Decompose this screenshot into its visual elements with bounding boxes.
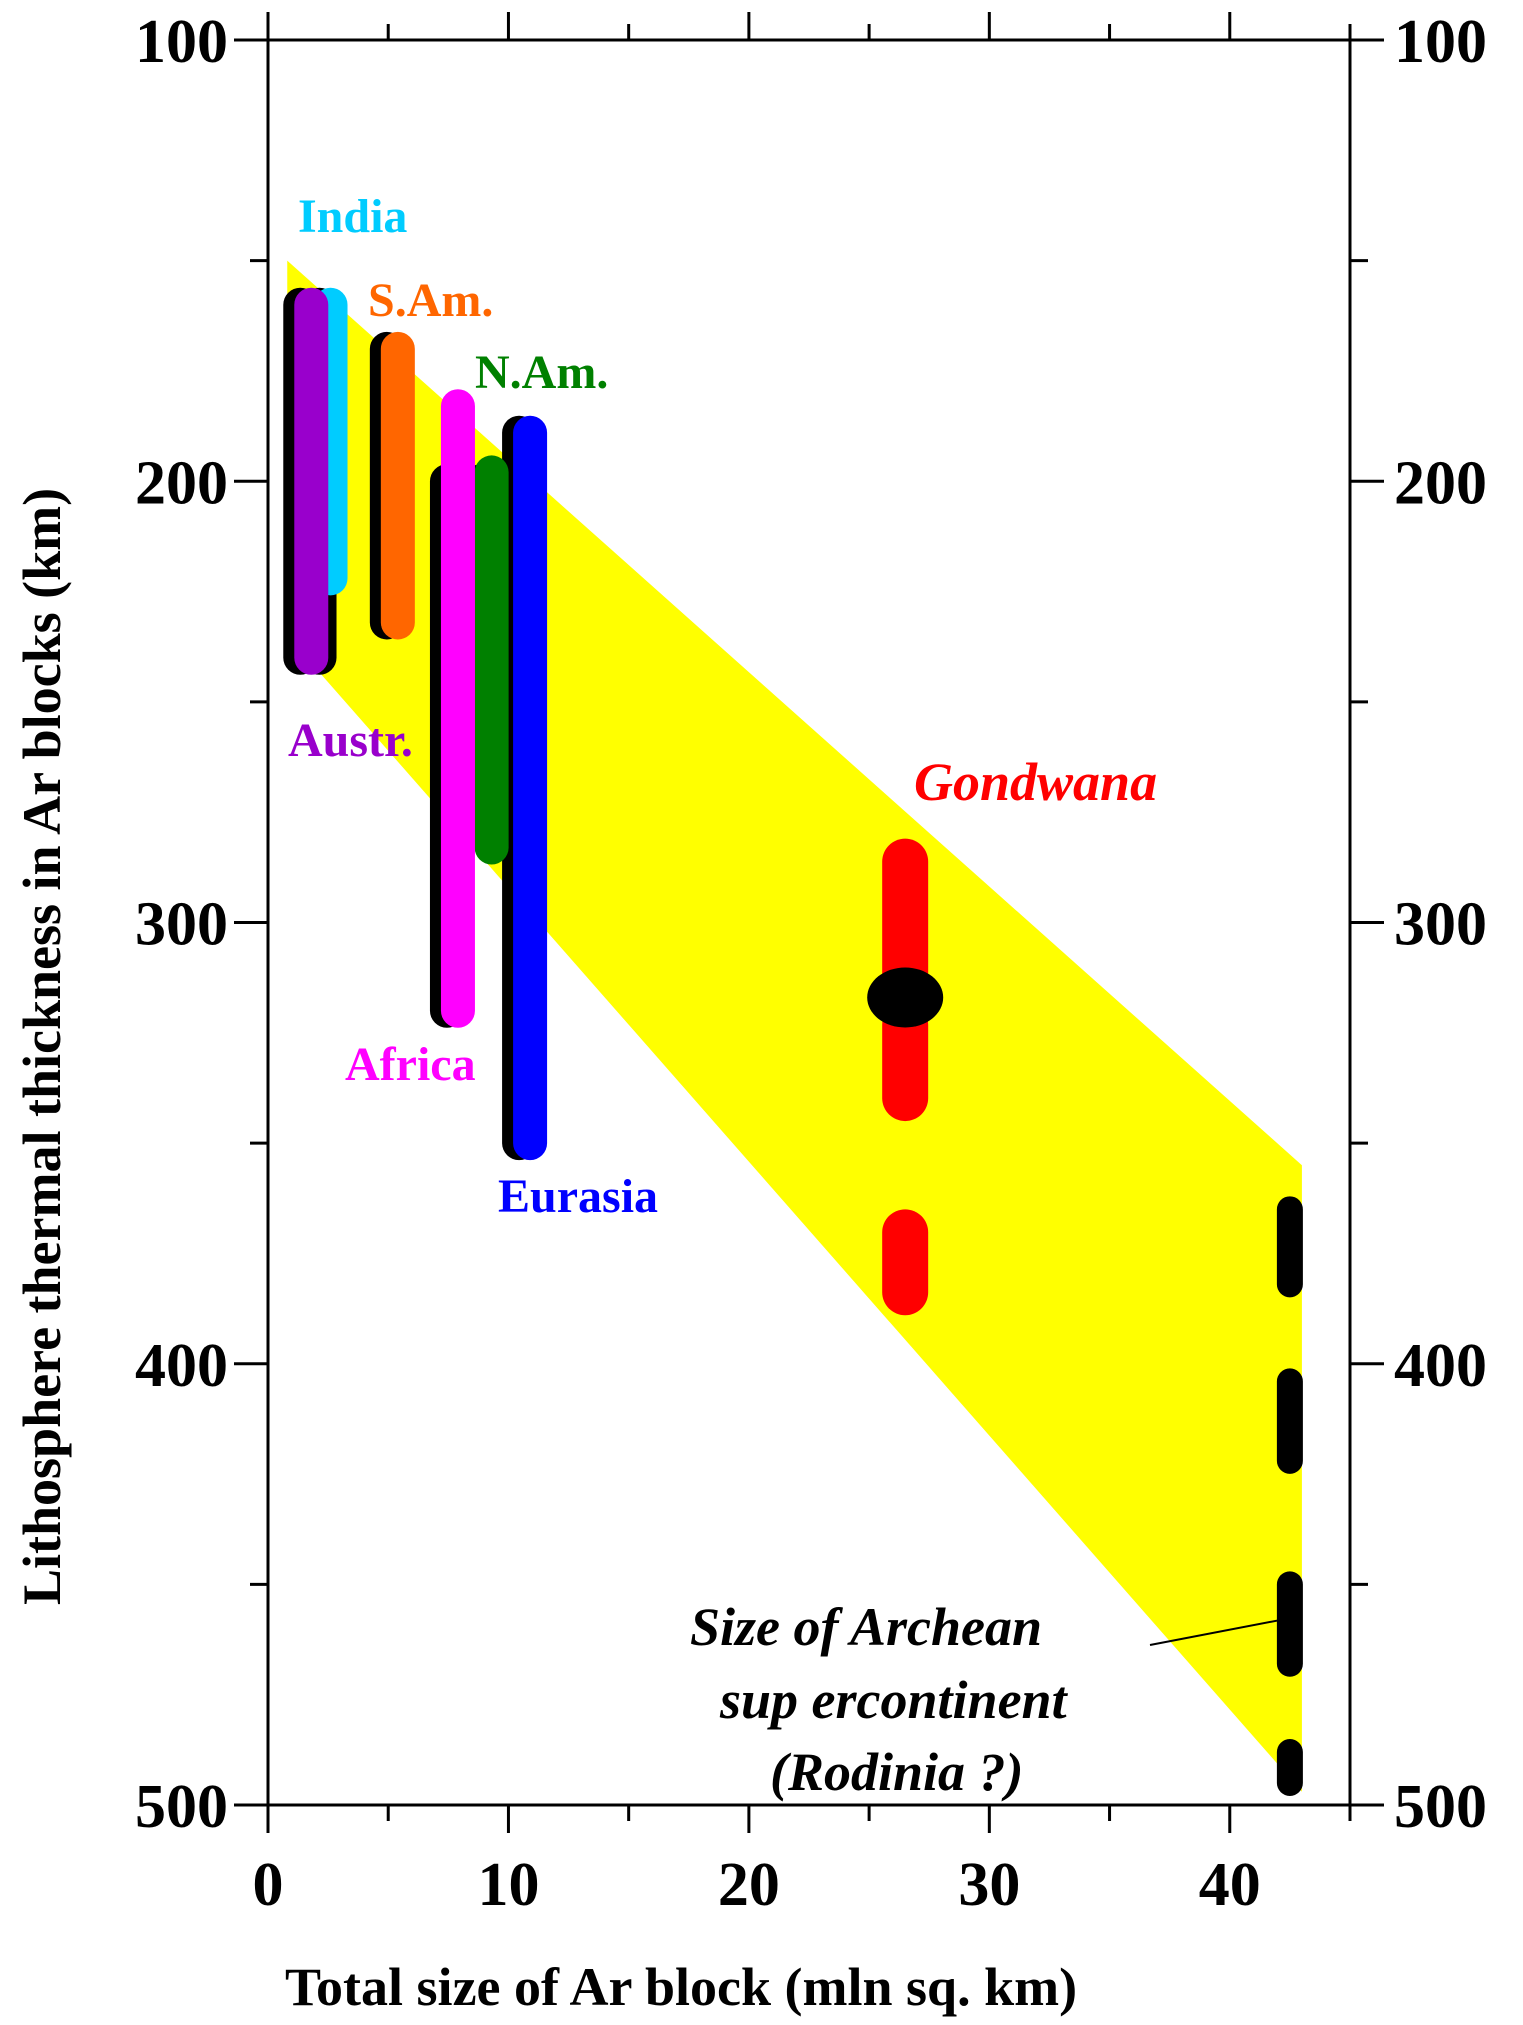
x-axis-title: Total size of Ar block (mln sq. km) bbox=[285, 1957, 1077, 2017]
x-tick-label: 20 bbox=[718, 1851, 780, 1919]
bar-austr bbox=[294, 287, 329, 675]
y-ticks-right: 100 200 300 400 500 bbox=[1350, 8, 1487, 1841]
bar-gondwana-segment bbox=[882, 1209, 929, 1316]
rodinia-dash bbox=[1276, 1196, 1303, 1298]
y-ticks-left: 100 200 300 400 500 bbox=[135, 8, 268, 1841]
label-gondwana: Gondwana bbox=[914, 752, 1157, 812]
bar-africa bbox=[440, 389, 475, 1028]
bar-s-am bbox=[380, 331, 415, 640]
y-axis-title: Lithosphere thermal thickness in Ar bloc… bbox=[12, 488, 72, 1605]
rodinia-dash bbox=[1276, 1739, 1303, 1796]
y-tick-label-right: 400 bbox=[1394, 1332, 1487, 1400]
x-ticks: 0 10 20 30 40 bbox=[253, 12, 1352, 1919]
bar-gondwana-segment bbox=[882, 1001, 929, 1122]
y-tick-label: 500 bbox=[135, 1773, 228, 1841]
x-tick-label: 30 bbox=[958, 1851, 1020, 1919]
bar-n-am bbox=[474, 455, 509, 865]
x-tick-label: 0 bbox=[253, 1851, 284, 1919]
y-tick-label: 200 bbox=[135, 449, 228, 517]
y-tick-label: 400 bbox=[135, 1332, 228, 1400]
rodinia-annotation-line: Size of Archean bbox=[690, 1597, 1042, 1657]
label-austr: Austr. bbox=[288, 714, 413, 767]
label-sam: S.Am. bbox=[368, 274, 493, 327]
rodinia-dash bbox=[1276, 1571, 1303, 1677]
label-eurasia: Eurasia bbox=[498, 1170, 658, 1223]
y-tick-label-right: 300 bbox=[1394, 891, 1487, 959]
rodinia-marks: Size of Archean sup ercontinent (Rodinia ?… bbox=[690, 1196, 1303, 1802]
x-tick-label: 10 bbox=[477, 1851, 539, 1919]
series-bars bbox=[283, 287, 944, 1316]
y-tick-label-right: 100 bbox=[1394, 8, 1487, 76]
rodinia-annotation-line: sup ercontinent bbox=[719, 1670, 1069, 1730]
bar-eurasia bbox=[513, 415, 548, 1161]
rodinia-pointer bbox=[1149, 1618, 1283, 1646]
rodinia-dash bbox=[1276, 1368, 1303, 1474]
series-labels: India S.Am. N.Am. Austr. Africa Eurasia … bbox=[288, 190, 1157, 1223]
y-tick-label-right: 200 bbox=[1394, 449, 1487, 517]
y-tick-label-right: 500 bbox=[1394, 1773, 1487, 1841]
y-tick-label: 100 bbox=[135, 8, 228, 76]
label-nam: N.Am. bbox=[475, 346, 608, 399]
dot-gondwana bbox=[867, 967, 944, 1028]
y-tick-label: 300 bbox=[135, 891, 228, 959]
label-india: India bbox=[298, 190, 407, 243]
label-africa: Africa bbox=[345, 1038, 476, 1091]
x-tick-label: 40 bbox=[1199, 1851, 1261, 1919]
rodinia-annotation-line: (Rodinia ?) bbox=[770, 1742, 1024, 1802]
